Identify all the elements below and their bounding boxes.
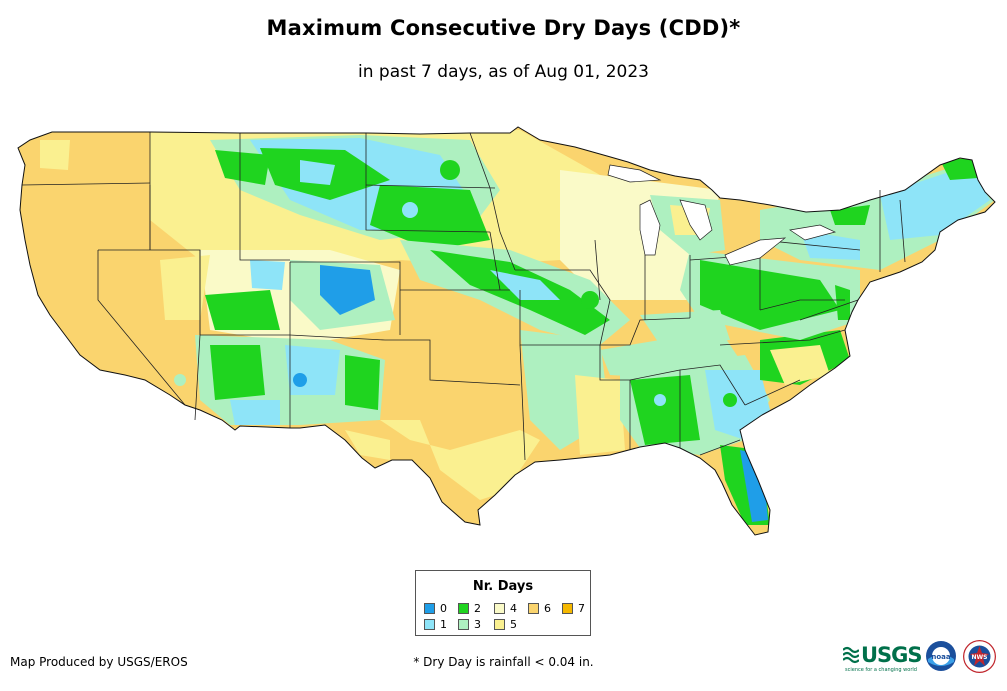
- legend-item-1: 1: [424, 619, 447, 631]
- nws-logo-text: NWS: [972, 654, 988, 661]
- legend-swatch: [458, 619, 469, 630]
- noaa-logo-text: noaa: [931, 653, 951, 661]
- map-credit: Map Produced by USGS/EROS: [10, 655, 188, 669]
- legend-swatch: [458, 603, 469, 614]
- legend-item-2: 2: [458, 603, 481, 615]
- legend-title: Nr. Days: [472, 579, 534, 594]
- map-title: Maximum Consecutive Dry Days (CDD)*: [266, 16, 741, 40]
- legend-item-3: 3: [458, 619, 481, 631]
- legend: Nr. Days 0 1 2 3 4 5 6 7: [415, 570, 591, 636]
- legend-swatch: [528, 603, 539, 614]
- legend-item-4: 4: [494, 603, 517, 615]
- cdd-raster: [18, 127, 995, 535]
- nws-logo: NWS: [963, 640, 996, 673]
- legend-item-0: 0: [424, 603, 447, 615]
- usgs-tagline: science for a changing world: [845, 667, 917, 673]
- legend-item-7: 7: [562, 603, 585, 615]
- legend-swatch: [562, 603, 573, 614]
- usgs-waves-icon: [843, 646, 859, 664]
- usgs-logo: USGS: [843, 643, 923, 667]
- legend-swatch: [424, 619, 435, 630]
- legend-item-5: 5: [494, 619, 517, 631]
- legend-item-6: 6: [528, 603, 551, 615]
- dry-day-footnote: * Dry Day is rainfall < 0.04 in.: [413, 655, 594, 669]
- noaa-logo: noaa: [926, 641, 956, 671]
- legend-swatch: [494, 603, 505, 614]
- map-subtitle: in past 7 days, as of Aug 01, 2023: [358, 62, 649, 82]
- legend-swatch: [494, 619, 505, 630]
- legend-swatch: [424, 603, 435, 614]
- great-lakes: [607, 164, 837, 266]
